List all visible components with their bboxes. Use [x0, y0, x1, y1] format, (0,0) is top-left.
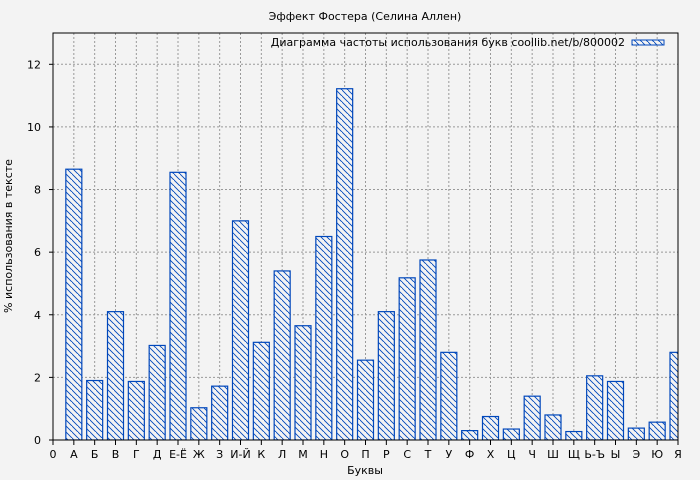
x-tick-label: Ш [547, 448, 559, 461]
x-tick-label: М [298, 448, 308, 461]
x-tick-label: Ю [651, 448, 663, 461]
bar-О [336, 88, 354, 440]
x-tick-label: Э [632, 448, 640, 461]
bar-К [252, 341, 270, 440]
y-axis-label: % использования в тексте [2, 159, 15, 313]
x-tick-label: О [340, 448, 349, 461]
bar-Х [481, 415, 500, 440]
bar-Ц [502, 428, 520, 440]
y-tick-label: 6 [34, 246, 41, 259]
x-tick-label: Н [320, 448, 328, 461]
x-tick-label: У [445, 448, 452, 461]
x-tick-label: Р [383, 448, 390, 461]
bar-Ю [648, 421, 666, 440]
x-tick-label: Ц [507, 448, 516, 461]
bar-Л [273, 270, 291, 440]
x-tick-label: Ы [611, 448, 621, 461]
x-tick-label: В [112, 448, 120, 461]
x-tick-label: П [361, 448, 369, 461]
x-tick-label: И-Й [230, 448, 250, 461]
x-tick-label: С [403, 448, 411, 461]
x-tick-label: Б [91, 448, 99, 461]
bar-М [294, 325, 312, 440]
bar-Ж [190, 407, 208, 440]
x-tick-label: Ч [528, 448, 536, 461]
bar-Р [377, 311, 395, 440]
x-tick-label: Ж [193, 448, 205, 461]
bar-Я [669, 351, 678, 440]
bar-Ш [544, 414, 562, 440]
x-tick-label: Я [674, 448, 682, 461]
y-tick-label: 10 [27, 121, 41, 134]
x-tick-label: З [216, 448, 223, 461]
bar-А [65, 168, 83, 440]
y-tick-label: 4 [34, 309, 41, 322]
chart-title: Эффект Фостера (Селина Аллен) [269, 10, 462, 23]
bar-Ч [523, 395, 541, 440]
x-tick-label: Т [424, 448, 432, 461]
bar-Ф [461, 430, 479, 440]
x-axis: 0 А Б В Г Д Е-Ё Ж З И-Й К Л М Н О П Р С Т У Ф Х Ц Ч Ш Щ Ь-Ъ Ы Э Ю Я [50, 440, 682, 461]
x-tick-label: Ф [465, 448, 474, 461]
bar-Б [86, 379, 104, 440]
bar-Г [127, 380, 145, 440]
bar-С [398, 277, 416, 440]
bar-З [211, 385, 229, 440]
x-tick-label: Л [278, 448, 286, 461]
x-tick-label: Щ [568, 448, 580, 461]
bar-Щ [565, 430, 583, 440]
bar-П [356, 359, 375, 440]
y-axis: 0 2 4 6 8 10 12 [27, 58, 53, 447]
x-axis-label: Буквы [347, 464, 383, 477]
x-tick-label: Е-Ё [169, 448, 187, 461]
bar-Э [627, 427, 645, 440]
x-tick-label: А [70, 448, 78, 461]
y-tick-label: 12 [27, 58, 41, 71]
x-tick-label: К [257, 448, 265, 461]
bar-Ь-Ъ [586, 375, 604, 440]
bar-У [440, 351, 458, 440]
bar-И-Й [231, 220, 250, 440]
bar-Ы [606, 380, 625, 440]
y-tick-label: 0 [34, 434, 41, 447]
bar-Н [315, 235, 333, 440]
bar-В [106, 311, 125, 440]
y-tick-label: 8 [34, 184, 41, 197]
legend-swatch [631, 39, 665, 46]
legend-label: Диаграмма частоты использования букв coo… [271, 36, 625, 49]
grid-lines [53, 33, 678, 440]
x-tick-label: 0 [50, 448, 57, 461]
x-tick-label: Ь-Ъ [584, 448, 605, 461]
legend: Диаграмма частоты использования букв coo… [271, 36, 665, 49]
bar-Т [419, 259, 437, 440]
bar-Е-Ё [169, 171, 187, 440]
x-tick-label: Д [153, 448, 162, 461]
bar-Д [148, 344, 166, 440]
y-tick-label: 2 [34, 371, 41, 384]
bars [65, 88, 678, 440]
x-tick-label: Х [487, 448, 495, 461]
x-tick-label: Г [133, 448, 140, 461]
